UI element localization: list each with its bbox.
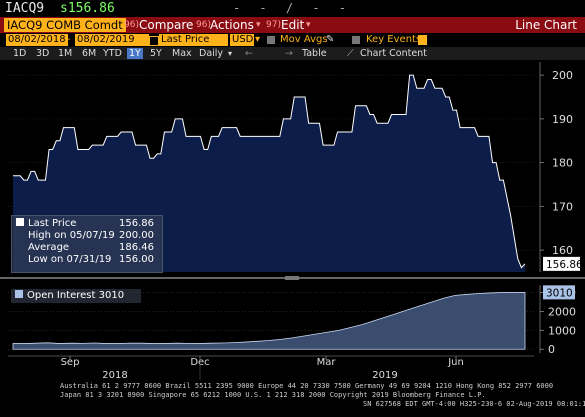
period-5y[interactable]: 5Y [150,48,162,59]
oi-last-tag-label: 3010 [546,287,573,299]
chevron-down-icon: ▾ [256,20,261,30]
chart-content-button[interactable]: Chart Content [360,48,427,59]
high-label: High on 05/07/19 [28,230,115,241]
square-icon [15,290,23,298]
average-row: Average 186.46 [16,242,154,254]
open-interest-label: Open Interest [27,290,96,301]
period-max[interactable]: Max [172,48,192,59]
average-value: 186.46 [119,242,154,253]
price-field-select[interactable]: Last Price [159,34,228,46]
header-dashes: - - / - - [232,1,353,15]
price-tick-label: 190 [552,113,573,126]
chevron-down-icon: ▾ [255,34,261,45]
frequency-select[interactable]: Daily [199,48,224,59]
square-icon [16,218,24,226]
period-row [0,47,585,60]
end-date-field[interactable]: 08/02/2019 [75,34,149,46]
actions-hotkey: 96) [196,20,211,30]
right-arrow-icon[interactable]: → [285,48,293,59]
info-icon[interactable] [418,35,427,45]
low-label: Low on 07/31/19 [28,254,112,265]
ticker-row [0,0,585,17]
price-tick-label: 180 [552,157,573,170]
x-year-label: 2018 [102,370,127,381]
price-last-tag-label: 156.86 [546,259,583,271]
last-price: s156.86 [60,1,115,16]
mov-avgs-label: Mov Avgs [280,34,328,45]
footer-session: SN 627568 EDT GMT-4:00 H325-230-6 02-Aug… [363,400,585,408]
oi-tick-label: 2000 [548,305,576,318]
oi-last-tag [543,285,575,300]
view-title: Line Chart [515,18,577,32]
price-legend: Last Price 156.86 High on 05/07/19 200.0… [11,215,163,273]
footer [0,380,585,413]
panel-divider-handle [285,276,299,280]
edit-hotkey: 97) [266,20,281,30]
x-month-label: Jun [447,357,464,368]
oi-tick-label: 1000 [548,324,576,337]
open-interest-value: 3010 [98,290,125,301]
high-row: High on 05/07/19 200.00 [16,230,154,242]
open-interest-row: Open Interest 3010 [15,290,124,302]
period-1y[interactable]: 1Y [127,48,143,59]
price-line [13,74,526,269]
ticker-symbol: IACQ9 [5,1,45,16]
price-last-tag [543,256,580,271]
left-arrow-icon[interactable]: ← [245,48,253,59]
compare-button[interactable]: Compare [139,18,194,32]
open-interest-legend: Open Interest 3010 [11,289,141,303]
x-month-label: Sep [61,357,80,368]
low-value: 156.00 [119,254,154,265]
period-1m[interactable]: 1M [58,48,73,59]
table-button[interactable]: Table [302,48,327,59]
oi-area [12,291,526,350]
compare-hotkey: 96) [124,20,139,30]
date-separator: - [67,34,71,45]
security-field[interactable]: IACQ9 COMB Comdt [4,18,126,32]
footer-contacts: Australia 61 2 9777 8600 Brazil 5511 239… [60,382,554,390]
low-row: Low on 07/31/19 156.00 [16,254,154,266]
period-1d[interactable]: 1D [13,48,27,59]
edit-menu[interactable]: Edit [281,18,305,32]
oi-tick-label: 0 [548,343,555,356]
key-events-label: Key Events [366,34,422,45]
last-price-value: 156.86 [119,218,154,229]
footer-copyright: Japan 81 3 3201 8900 Singapore 65 6212 1… [60,391,486,399]
high-value: 200.00 [119,230,154,241]
period-6m[interactable]: 6M [82,48,97,59]
average-label: Average [28,242,70,253]
last-price-label: Last Price [28,218,77,229]
currency-select[interactable]: USD [230,34,254,46]
x-year-label: 2019 [372,370,397,381]
chevron-down-icon: ▾ [228,49,233,58]
legend-row: Last Price 156.86 High on 05/07/19 200.0… [16,218,154,266]
key-events-checkbox[interactable] [352,36,360,44]
period-3d[interactable]: 3D [36,48,50,59]
mov-avgs-checkbox[interactable] [267,36,275,44]
calendar-icon[interactable] [149,36,159,46]
toolbar [0,17,585,33]
price-tick-label: 160 [552,244,573,257]
pencil-icon[interactable]: ✎ [326,34,335,45]
chart-icon: ⟋ [347,48,354,59]
chevron-down-icon: ▾ [306,20,311,30]
x-month-label: Mar [317,357,337,368]
price-tick-label: 200 [552,69,573,82]
last-price-row: Last Price 156.86 [16,218,154,230]
period-ytd[interactable]: YTD [103,48,122,59]
price-tick-label: 170 [552,200,573,213]
start-date-field[interactable]: 08/02/2018 [6,34,68,46]
actions-menu[interactable]: Actions [210,18,254,32]
